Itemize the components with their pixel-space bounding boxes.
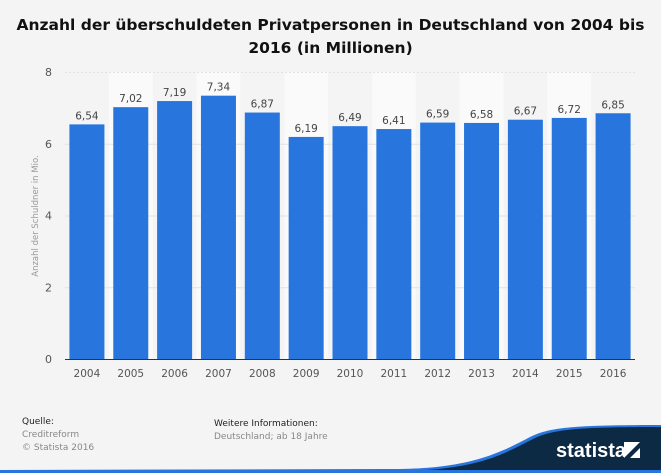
bar-2007[interactable]	[200, 95, 236, 360]
source-text: Creditreform	[22, 430, 80, 440]
bar-2004[interactable]	[69, 124, 105, 359]
bar-2010[interactable]	[332, 126, 368, 359]
x-tick-label: 2015	[556, 368, 583, 380]
data-label: 6,59	[426, 109, 449, 121]
bar-2011[interactable]	[376, 129, 412, 359]
x-tick-label: 2009	[293, 368, 320, 380]
data-label: 6,67	[514, 106, 537, 118]
bar-2009[interactable]	[288, 136, 324, 359]
data-label: 6,72	[558, 104, 581, 116]
y-tick-label: 6	[45, 138, 52, 151]
data-label: 6,54	[75, 110, 99, 122]
y-tick-label: 4	[45, 210, 52, 223]
x-tick-label: 2014	[512, 368, 539, 380]
copyright-text: © Statista 2016	[22, 443, 95, 453]
bar-chart: 6,54 7,02 7,19 7,34 6,87 6,19 6,49 6,41 6,59 6,58…	[31, 66, 635, 380]
statista-logo: statista	[556, 440, 627, 462]
x-tick-label: 2007	[205, 368, 232, 380]
bar-2016[interactable]	[595, 113, 631, 359]
chart-title: Anzahl der überschuldeten Privatpersonen…	[16, 16, 645, 57]
x-tick-label: 2012	[424, 368, 451, 380]
source-heading: Quelle:	[22, 417, 54, 427]
y-tick-label: 2	[45, 281, 52, 294]
data-label: 6,19	[294, 123, 317, 135]
data-label: 6,85	[601, 99, 624, 111]
bar-2015[interactable]	[551, 117, 587, 359]
x-tick-label: 2011	[380, 368, 407, 380]
statista-brand-banner: statista	[0, 425, 661, 473]
source-block: Quelle: Creditreform © Statista 2016	[22, 416, 94, 455]
y-tick-label: 8	[45, 66, 52, 79]
data-label: 6,87	[251, 99, 274, 111]
x-tick-label: 2005	[117, 368, 144, 380]
x-tick-label: 2004	[74, 368, 101, 380]
bar-2013[interactable]	[464, 122, 500, 359]
bar-2005[interactable]	[113, 107, 149, 359]
y-axis-label: Anzahl der Schuldner in Mio.	[31, 155, 41, 276]
bar-2008[interactable]	[244, 112, 280, 359]
data-label: 6,58	[470, 109, 493, 121]
data-label: 7,02	[119, 93, 142, 105]
data-label: 7,34	[207, 82, 231, 94]
bar-2012[interactable]	[420, 122, 456, 360]
x-tick-label: 2006	[161, 368, 188, 380]
bar-2014[interactable]	[507, 119, 543, 360]
bar-2006[interactable]	[157, 101, 193, 359]
x-tick-label: 2008	[249, 368, 276, 380]
statista-logo-icon	[624, 442, 640, 458]
y-tick-label: 0	[45, 353, 52, 366]
info-text: Deutschland; ab 18 Jahre	[214, 432, 328, 442]
info-block: Weitere Informationen: Deutschland; ab 1…	[214, 418, 328, 444]
data-label: 6,49	[338, 112, 361, 124]
x-tick-label: 2016	[600, 368, 627, 380]
data-label: 6,41	[382, 115, 405, 127]
x-tick-label: 2010	[337, 368, 364, 380]
x-tick-label: 2013	[468, 368, 495, 380]
info-heading: Weitere Informationen:	[214, 419, 318, 429]
data-label: 7,19	[163, 87, 186, 99]
